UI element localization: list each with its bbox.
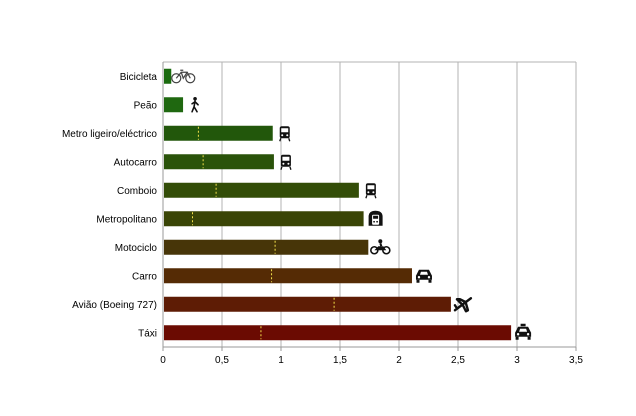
train-icon [365,183,377,199]
category-label: Táxi [138,328,157,339]
x-tick-label: 2,5 [451,355,465,366]
category-label: Carro [132,271,157,282]
category-label: Motociclo [115,243,158,254]
tram-icon [279,126,291,142]
category-label: Autocarro [114,157,158,168]
car-icon [415,269,432,283]
bar-1 [164,97,184,113]
bar-5 [164,211,364,227]
bar-7 [164,268,412,284]
x-tick-label: 1 [278,355,284,366]
bus-icon [280,154,292,170]
category-label: Metro ligeiro/eléctrico [62,129,157,140]
x-tick-label: 3,5 [569,355,583,366]
bar-8 [164,296,451,312]
category-labels: Bicicleta Peão Metro ligeiro/eléctrico Auto… [62,72,157,340]
bar-6 [164,239,369,255]
metro-icon [368,210,383,226]
grid-lines [162,61,577,347]
motorcycle-icon [370,239,391,255]
taxi-icon [515,323,532,340]
airplane-icon [453,297,473,313]
x-tick-label: 0 [160,355,166,366]
x-tick-label: 0,5 [215,355,229,366]
x-tick-label: 3 [514,355,520,366]
x-axis-ticks: 0 0,5 1 1,5 2 2,5 3 3,5 [160,347,583,366]
transport-icons [171,69,532,340]
bar-4 [164,182,359,198]
category-label: Bicicleta [120,72,158,83]
bicycle-icon [171,69,196,84]
bar-3 [164,154,274,170]
pedestrian-icon [191,96,199,113]
bar-2 [164,125,273,141]
category-label: Metropolitano [96,214,157,225]
bars [164,68,512,341]
category-label: Avião (Boeing 727) [72,300,157,311]
bar-0 [164,68,172,84]
category-label: Peão [134,100,158,111]
x-tick-label: 2 [396,355,402,366]
x-tick-label: 1,5 [333,355,347,366]
bar-9 [164,325,512,341]
category-label: Comboio [117,186,157,197]
